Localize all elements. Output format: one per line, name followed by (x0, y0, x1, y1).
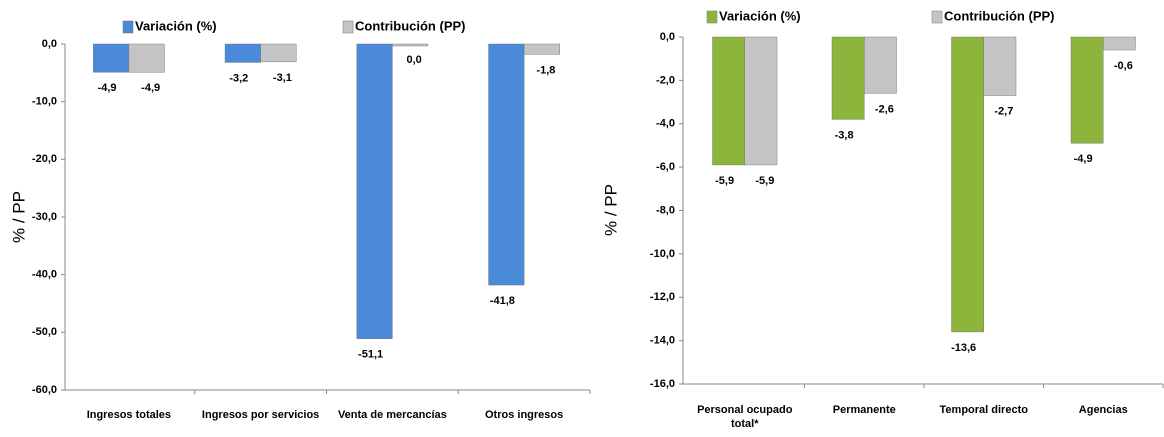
y-tick-label: -6,0 (656, 161, 675, 173)
value-label: -5,9 (755, 175, 774, 187)
bar (523, 43, 560, 55)
bar (864, 36, 897, 94)
legend-label: Contribución (PP) (944, 8, 1055, 23)
value-label: -3,8 (835, 129, 854, 141)
value-label: 0,0 (407, 54, 422, 66)
y-tick-label: -2,0 (656, 74, 675, 86)
y-tick-label: -8,0 (656, 204, 675, 216)
bar (983, 36, 1017, 96)
legend-swatch (931, 10, 943, 24)
value-label: -5,9 (715, 175, 734, 187)
legend-swatch (342, 20, 354, 34)
legend-swatch (706, 10, 718, 24)
x-tick-label: Ingresos por servicios (201, 409, 320, 421)
x-tick-label: Ingresos totales (86, 409, 172, 421)
legend-swatch (122, 20, 134, 34)
x-tick-label: Personal ocupado total* (697, 404, 793, 430)
y-tick-label: -12,0 (650, 291, 675, 303)
y-tick-label: -10,0 (650, 248, 675, 260)
x-tick-label: Otros ingresos (485, 409, 564, 421)
bar (951, 36, 984, 333)
value-label: -3,2 (229, 72, 248, 84)
value-label: -0,6 (1114, 60, 1133, 72)
bar (744, 36, 778, 166)
bar (1103, 36, 1136, 51)
y-axis-label: % / PP (9, 191, 28, 243)
y-tick-label: -4,0 (656, 118, 675, 130)
bar (356, 43, 393, 339)
value-label: -4,9 (141, 82, 160, 94)
bar (224, 43, 261, 63)
x-tick-label: Agencias (1078, 404, 1128, 416)
y-tick-label: -10,0 (32, 96, 57, 108)
value-label: -2,7 (994, 105, 1013, 117)
legend-label: Variación (%) (719, 8, 801, 23)
bar (712, 36, 745, 166)
y-tick-label: -40,0 (32, 269, 57, 281)
value-label: -3,1 (273, 72, 292, 84)
bar (488, 43, 525, 286)
y-tick-label: 0,0 (660, 31, 675, 43)
value-label: -4,9 (98, 82, 117, 94)
y-tick-label: -20,0 (32, 153, 57, 165)
value-label: -51,1 (358, 349, 383, 361)
y-tick-label: -14,0 (650, 335, 675, 347)
value-label: -4,9 (1074, 153, 1093, 165)
y-tick-label: -60,0 (32, 384, 57, 396)
bar (93, 43, 130, 73)
bar (831, 36, 865, 120)
bar (1070, 36, 1104, 144)
legend-label: Contribución (PP) (355, 18, 466, 33)
y-tick-label: -16,0 (650, 378, 675, 390)
y-tick-label: -50,0 (32, 326, 57, 338)
value-label: -1,8 (536, 64, 555, 76)
x-tick-label: Permanente (832, 404, 896, 416)
legend-label: Variación (%) (135, 18, 217, 33)
x-tick-label: Temporal directo (939, 404, 1028, 416)
x-tick-label: Venta de mercancías (337, 409, 447, 421)
bar (392, 43, 429, 47)
value-label: -13,6 (951, 342, 976, 354)
y-axis-label: % / PP (601, 184, 620, 236)
bar (260, 43, 297, 63)
value-label: -2,6 (875, 103, 894, 115)
bar (128, 43, 165, 73)
value-label: -41,8 (490, 295, 515, 307)
y-tick-label: 0,0 (42, 38, 57, 50)
y-tick-label: -30,0 (32, 211, 57, 223)
